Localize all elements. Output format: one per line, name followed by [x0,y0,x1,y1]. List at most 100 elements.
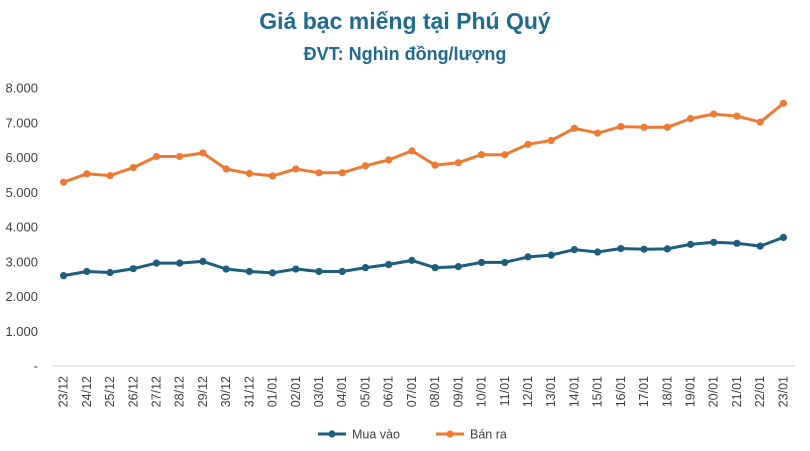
x-tick-label: 29/12 [196,376,210,407]
series-1-point [408,256,416,264]
x-tick-label: 19/01 [684,376,698,407]
series-2-point [686,114,695,123]
x-tick-label: 18/01 [660,376,674,407]
series-1-point [83,267,91,276]
series-2-point [710,110,718,118]
x-tick-label: 15/01 [591,376,605,407]
x-tick-label: 03/01 [312,376,326,407]
series-2-point [222,165,230,173]
series-2-point [83,170,91,178]
series-1-point [710,238,718,246]
series-line-1 [62,235,785,278]
series-1-point [315,267,323,276]
x-tick-label: 09/01 [451,376,465,407]
chart-title: Giá bạc miếng tại Phú Quý [259,8,551,34]
series-2-point [361,162,370,170]
series-2-point [385,156,393,164]
series-2-point [129,163,137,172]
series-2-point [594,129,602,137]
x-tick-label: 30/12 [219,376,233,407]
series-2-point [152,152,161,161]
x-tick-label: 02/01 [289,376,303,407]
x-tick-label: 08/01 [428,376,442,407]
series-1-point [152,259,161,267]
x-tick-label: 26/12 [126,376,140,407]
series-2-point [338,169,346,177]
series-1-point [570,245,579,254]
series-1-point [663,245,671,253]
x-tick-label: 31/12 [242,376,256,407]
series-1-point [292,265,300,273]
series-line-2 [62,101,785,184]
x-tick-label: 17/01 [637,376,651,407]
series-1-point [454,263,462,271]
x-tick-label: 12/01 [521,376,535,407]
series-2-point [524,140,532,148]
series-1-point [501,258,509,267]
series-2-point [106,171,114,180]
x-tick-label: 14/01 [567,376,581,407]
series-2-point [199,149,207,157]
series-2-point [268,172,277,180]
series-1-point [779,233,787,242]
series-1-point [268,269,277,277]
series-1-point [756,242,764,250]
x-tick-label: 27/12 [149,376,163,407]
x-tick-label: 11/01 [498,376,512,406]
x-tick-label: 04/01 [335,376,349,407]
series-1-point [199,257,207,266]
x-tick-label: 21/01 [730,376,744,407]
series-1-point [640,245,648,253]
x-tick-label: 13/01 [544,376,558,407]
series-1-point [60,272,68,280]
series-1-point [524,253,532,261]
y-tick-label: 2.000 [5,289,38,304]
y-tick-label: 8.000 [5,81,38,96]
y-tick-label: 1.000 [5,324,38,339]
series-2-point [733,112,741,120]
x-tick-label: 23/12 [57,376,71,407]
x-tick-label: 07/01 [405,376,419,407]
series-2-point [617,122,625,131]
series-2-point [315,169,323,177]
series-1-point [176,259,184,267]
x-tick-label: 23/01 [776,376,790,407]
chart-subtitle: ĐVT: Nghìn đồng/lượng [303,44,507,64]
series-2-point [176,152,184,161]
x-tick-label: 06/01 [382,376,396,407]
x-tick-label: 24/12 [80,376,94,407]
y-tick-label: 6.000 [5,150,38,165]
series-1-point [385,260,393,269]
series-2-point [431,161,439,169]
legend-marker-1 [328,430,336,438]
series-1-point [222,265,230,273]
series-2-point [477,151,486,159]
series-1-point [431,264,439,272]
series-1-point [594,248,602,256]
x-tick-label: 01/01 [266,376,280,407]
legend-marker-2 [446,430,454,438]
series-2-point [547,136,555,145]
legend-label-1: Mua vào [352,428,400,442]
series-1-point [477,258,486,267]
series-2-point [779,99,787,107]
series-1-point [338,267,346,276]
series-2-point [60,178,68,186]
series-1-point [547,251,555,259]
series-1-point [129,265,137,273]
series-1-point [361,264,370,272]
x-tick-label: 16/01 [614,376,628,407]
y-tick-label: 7.000 [5,115,38,130]
y-tick-label: - [34,359,38,374]
series-2-point [292,165,300,173]
x-tick-label: 10/01 [475,376,489,407]
series-1-point [686,240,695,248]
series-2-point [408,147,416,155]
y-tick-label: 5.000 [5,185,38,200]
x-tick-label: 20/01 [707,376,721,407]
series-2-point [501,151,509,159]
series-1-point [617,244,625,253]
series-1-point [106,268,114,277]
series-1-point [245,267,253,276]
